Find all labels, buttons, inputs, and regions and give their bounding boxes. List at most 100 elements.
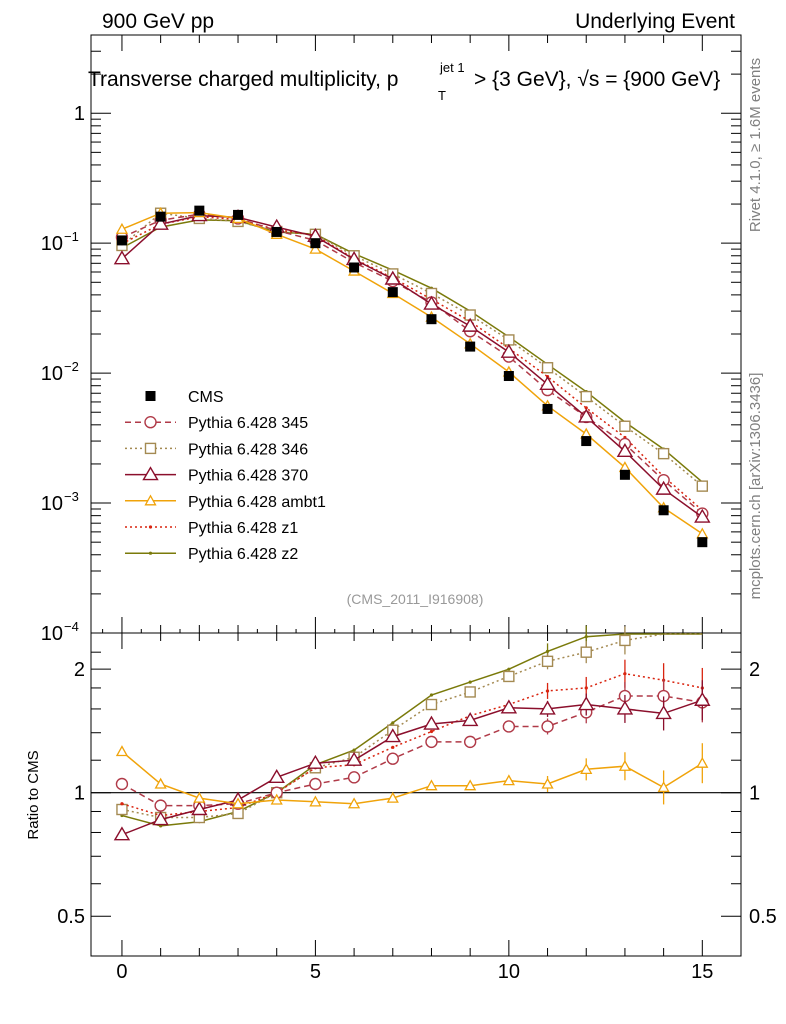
ratio-point-ambt1	[386, 791, 399, 803]
series-line-z1	[121, 215, 703, 511]
series-line-z2	[121, 219, 703, 483]
data-point-p346	[657, 447, 670, 460]
data-point-cms	[310, 238, 321, 249]
ratio-point-z2	[468, 680, 472, 684]
data-point-cms	[658, 505, 669, 516]
ratio-point-ambt1	[193, 791, 206, 803]
ratio-ytick-label: 0.5	[57, 906, 85, 928]
header-left: 900 GeV pp	[102, 10, 214, 33]
title-sup: jet 1	[439, 60, 465, 75]
legend: CMS Pythia 6.428 345 Pythia 6.428 346 Pythi…	[125, 389, 326, 563]
ratio-point-p345	[309, 777, 322, 791]
ratio-point-p370	[461, 712, 479, 727]
ratio-point-p346	[116, 803, 128, 816]
ratio-ytick-label-right: 0.5	[749, 906, 777, 928]
ratio-point-z2	[391, 721, 395, 725]
legend-label-p370: Pythia 6.428 370	[188, 468, 308, 485]
ratio-point-z1	[120, 802, 124, 806]
ratio-point-p370	[113, 826, 131, 841]
series-line-p370	[121, 214, 703, 518]
rivet-version-label: Rivet 4.1.0, ≥ 1.6M events	[747, 58, 764, 232]
ratio-point-z2	[545, 649, 550, 653]
ratio-series-layer	[113, 625, 711, 841]
ratio-point-z2	[352, 748, 356, 752]
main-ytick-exponent: −1	[64, 229, 79, 244]
ratio-xtick-label: 15	[691, 961, 713, 983]
ratio-point-z2	[429, 693, 434, 697]
ratio-point-ambt1	[657, 781, 670, 793]
data-point-p370	[461, 317, 479, 332]
ratio-point-p345	[386, 752, 399, 765]
ratio-point-p346	[464, 686, 476, 698]
main-ytick-exponent: −2	[64, 359, 79, 374]
ratio-point-ambt1	[231, 797, 245, 809]
legend-marker-p346	[144, 442, 157, 455]
data-point-cms	[155, 211, 166, 222]
ratio-point-ambt1	[115, 745, 129, 757]
ratio-point-p370	[423, 715, 440, 730]
main-ytick-exponent: −4	[64, 619, 79, 634]
data-point-cms	[619, 469, 630, 480]
data-point-z1	[584, 406, 588, 410]
data-point-cms	[503, 371, 514, 382]
ratio-point-ambt1	[580, 763, 593, 774]
ratio-point-p346	[619, 634, 631, 647]
ratio-point-p370	[694, 691, 711, 706]
ratio-ytick-label: 2	[74, 659, 85, 681]
series-line-p346	[121, 212, 703, 487]
main-ytick-exponent: −3	[64, 489, 79, 504]
data-point-cms	[233, 209, 244, 220]
data-point-ambt1	[696, 527, 709, 539]
data-point-p346	[619, 420, 631, 432]
ratio-ylabel: Ratio to CMS	[25, 750, 42, 839]
ratio-point-z1	[623, 672, 627, 676]
ratio-point-z2	[584, 635, 588, 639]
data-point-p370	[616, 442, 634, 458]
title-main: Transverse charged multiplicity, p	[88, 68, 398, 91]
data-point-p346	[503, 334, 515, 346]
data-point-ambt1	[309, 242, 322, 254]
data-point-p370	[578, 408, 595, 423]
ratio-point-p346	[503, 670, 515, 683]
data-point-p370	[500, 343, 518, 358]
ratio-point-z1	[584, 686, 588, 690]
ratio-line-ambt1	[121, 750, 703, 805]
ratio-ytick-label-right: 2	[749, 659, 760, 681]
ratio-point-p346	[580, 646, 592, 658]
plot-title: Transverse charged multiplicity, p jet 1…	[88, 60, 720, 103]
ratio-xtick-label: 5	[310, 961, 321, 983]
legend-label-ambt1: Pythia 6.428 ambt1	[188, 494, 326, 511]
header-right: Underlying Event	[575, 10, 735, 33]
main-ytick-label: 10	[41, 623, 63, 645]
ratio-point-p345	[425, 735, 438, 749]
ratio-point-p370	[655, 705, 672, 720]
ratio-point-p370	[307, 754, 324, 769]
ratio-point-ambt1	[154, 777, 167, 789]
ratio-point-ambt1	[425, 779, 438, 791]
data-point-p370	[539, 375, 556, 391]
main-ytick-label: 1	[74, 103, 85, 125]
legend-label-p345: Pythia 6.428 345	[188, 415, 308, 432]
legend-label-z1: Pythia 6.428 z1	[188, 520, 298, 537]
ratio-line-z1	[121, 672, 703, 817]
ratio-point-z1	[391, 745, 395, 749]
ratio-axes: 0.5 0.5 1 1 2 2 0 5 10 15	[57, 633, 777, 983]
analysis-label: (CMS_2011_I916908)	[347, 591, 484, 607]
ratio-point-ambt1	[696, 756, 709, 768]
ratio-point-p370	[539, 700, 556, 715]
main-plot-frame	[90, 34, 742, 634]
legend-marker-ambt1	[144, 494, 157, 506]
ratio-point-p346	[541, 655, 554, 668]
data-point-p346	[580, 390, 592, 403]
ratio-point-ambt1	[541, 777, 554, 789]
legend-label-z2: Pythia 6.428 z2	[188, 546, 298, 563]
data-point-ambt1	[115, 222, 129, 234]
legend-label-p346: Pythia 6.428 346	[188, 441, 308, 458]
ratio-point-ambt1	[270, 793, 283, 805]
data-point-p370	[152, 215, 169, 230]
legend-marker-z1	[148, 525, 153, 529]
ratio-point-p370	[152, 811, 169, 826]
ratio-point-p345	[115, 777, 129, 791]
title-rest: > {3 GeV}, √s = {900 GeV}	[474, 68, 720, 91]
